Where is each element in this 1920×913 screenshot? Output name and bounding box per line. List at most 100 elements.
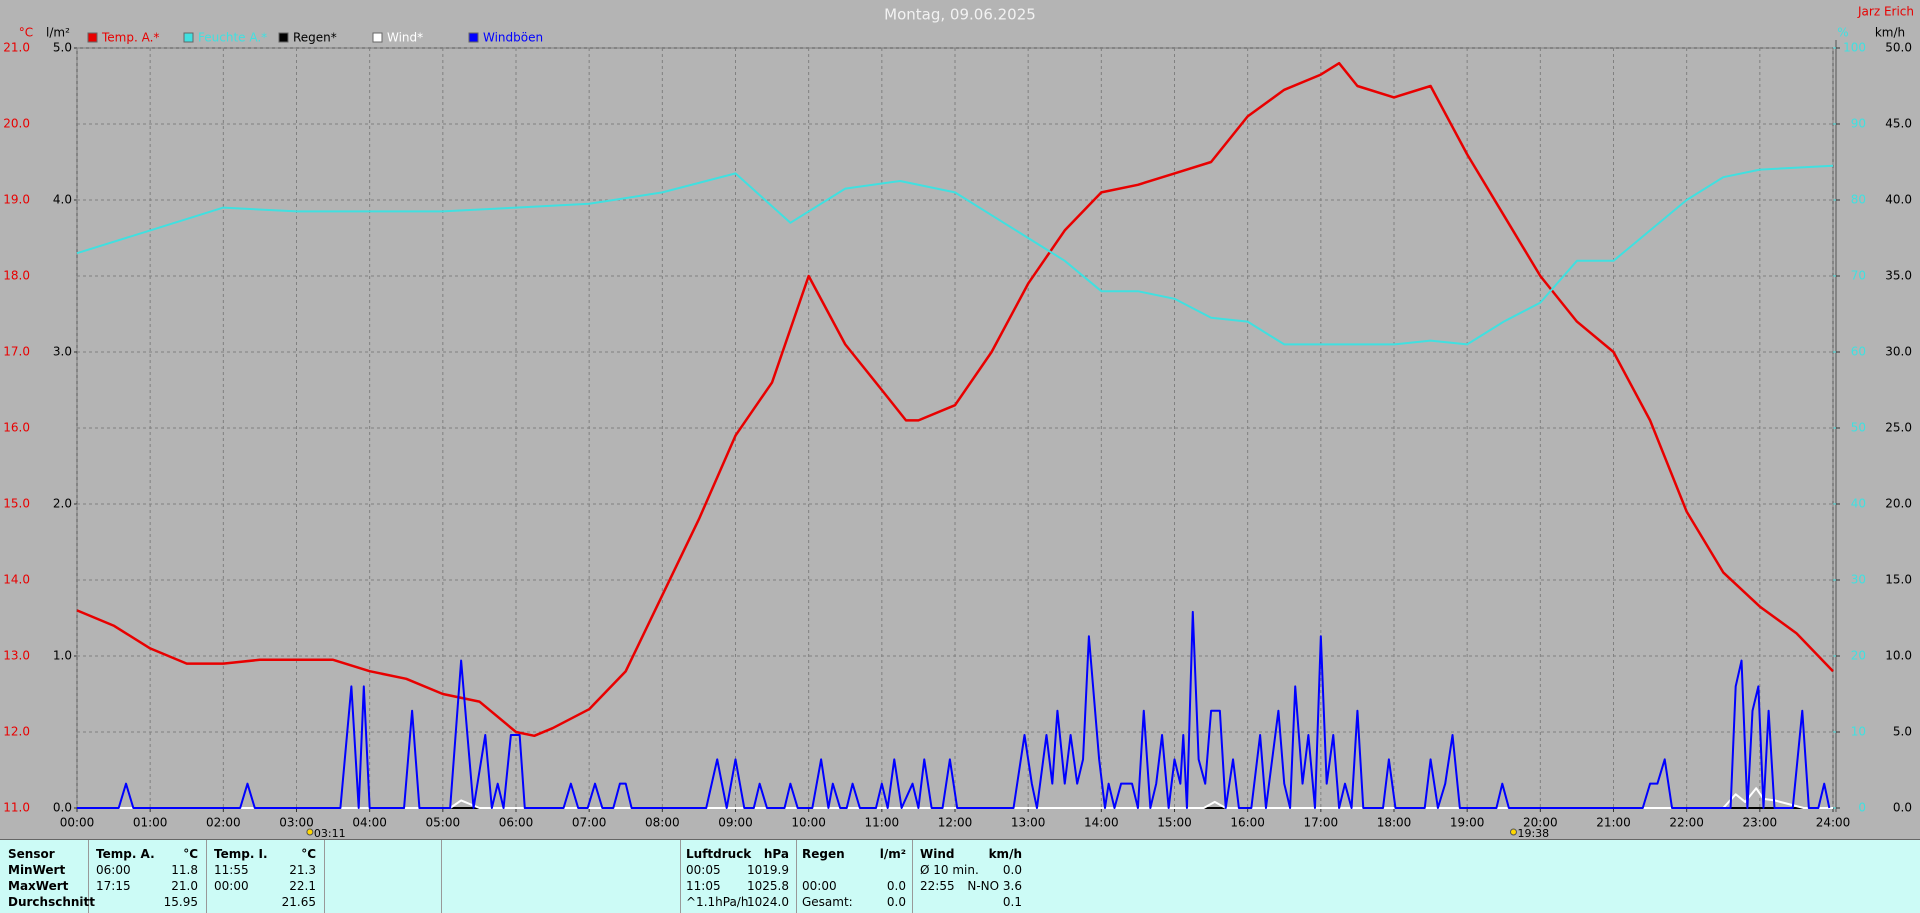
series-line	[76, 61, 1834, 738]
humidity-tick-label: 100	[1843, 41, 1866, 55]
wind-tick-label: 10.0	[1885, 649, 1912, 663]
y-tick-label: 16.0	[3, 421, 30, 435]
rain-tick-label: 4.0	[53, 193, 72, 207]
table-header: l/m²	[879, 847, 906, 861]
table-header: Regen	[802, 847, 845, 861]
legend-label: Windböen	[483, 31, 543, 45]
x-tick-label: 23:00	[1743, 816, 1778, 830]
table-cell: 00:05	[686, 863, 721, 877]
wind-tick-label: 25.0	[1885, 421, 1912, 435]
y-tick-label: 17.0	[3, 345, 30, 359]
legend-label: Wind*	[387, 31, 423, 45]
y-tick-label: 12.0	[3, 725, 30, 739]
wind-tick-label: 5.0	[1893, 725, 1912, 739]
table-cell: 0.0	[886, 879, 906, 893]
x-tick-label: 10:00	[791, 816, 826, 830]
stats-table: Sensor Temp. A. °C Temp. I. °C Luftdruck hPa Re…	[0, 839, 1920, 913]
wind-tick-label: 35.0	[1885, 269, 1912, 283]
x-tick-label: 11:00	[865, 816, 900, 830]
table-cell: ^1.1hPa/h	[686, 895, 749, 909]
table-cell: 0.1	[1002, 895, 1022, 909]
rain-tick-label: 0.0	[53, 801, 72, 815]
y-tick-label: 13.0	[3, 649, 30, 663]
table-cell: Gesamt:	[802, 895, 853, 909]
x-tick-label: 19:00	[1450, 816, 1485, 830]
separator	[441, 840, 442, 913]
legend-swatch	[372, 32, 383, 43]
humidity-tick-label: 50	[1851, 421, 1866, 435]
table-cell: 22:55	[920, 879, 955, 893]
x-tick-label: 08:00	[645, 816, 680, 830]
table-cell: 11:05	[686, 879, 721, 893]
table-cell: 1024.0	[747, 895, 789, 909]
legend-label: Regen*	[293, 31, 337, 45]
separator	[88, 840, 89, 913]
table-cell: N-NO 3.6	[967, 879, 1022, 893]
y-tick-label: 21.0	[3, 41, 30, 55]
wind-tick-label: 20.0	[1885, 497, 1912, 511]
table-cell: Ø 10 min.	[920, 863, 979, 877]
wind-tick-label: 45.0	[1885, 117, 1912, 131]
separator	[796, 840, 797, 913]
x-tick-label: 02:00	[206, 816, 241, 830]
x-tick-label: 07:00	[572, 816, 607, 830]
wind-tick-label: 15.0	[1885, 573, 1912, 587]
wind-tick-label: 0.0	[1893, 801, 1912, 815]
sun-marker	[1509, 828, 1517, 836]
sun-marker-label: 03:11	[314, 827, 346, 839]
series-line	[77, 610, 1831, 809]
table-cell: 21.0	[171, 879, 198, 893]
table-header: °C	[183, 847, 198, 861]
humidity-tick-label: 80	[1851, 193, 1866, 207]
x-tick-label: 18:00	[1377, 816, 1412, 830]
wind-tick-label: 50.0	[1885, 41, 1912, 55]
series-line	[76, 164, 1834, 346]
sun-marker-label: 19:38	[1517, 827, 1549, 839]
rain-tick-label: 2.0	[53, 497, 72, 511]
legend-label: Feuchte A.*	[198, 31, 267, 45]
table-cell: 11.8	[171, 863, 198, 877]
x-tick-label: 17:00	[1304, 816, 1339, 830]
x-tick-label: 06:00	[499, 816, 534, 830]
table-header: Wind	[920, 847, 955, 861]
table-cell: 00:00	[214, 879, 249, 893]
sun-marker	[306, 828, 314, 836]
x-tick-label: 04:00	[352, 816, 387, 830]
table-cell: 11:55	[214, 863, 249, 877]
x-tick-label: 05:00	[426, 816, 461, 830]
x-tick-label: 14:00	[1084, 816, 1119, 830]
humidity-tick-label: 60	[1851, 345, 1866, 359]
separator	[324, 840, 325, 913]
table-cell: 21.65	[281, 895, 316, 909]
humidity-tick-label: 90	[1851, 117, 1866, 131]
x-tick-label: 12:00	[938, 816, 973, 830]
x-tick-label: 01:00	[133, 816, 168, 830]
x-tick-label: 22:00	[1669, 816, 1704, 830]
table-header: Luftdruck	[686, 847, 752, 861]
y-tick-label: 11.0	[3, 801, 30, 815]
legend-swatch	[183, 32, 194, 43]
legend-swatch	[468, 32, 479, 43]
humidity-tick-label: 40	[1851, 497, 1866, 511]
x-tick-label: 20:00	[1523, 816, 1558, 830]
rain-tick-label: 1.0	[53, 649, 72, 663]
humidity-tick-label: 0	[1858, 801, 1866, 815]
author: Jarz Erich	[1857, 5, 1914, 19]
humidity-tick-label: 20	[1851, 649, 1866, 663]
x-tick-label: 16:00	[1230, 816, 1265, 830]
humidity-tick-label: 10	[1851, 725, 1866, 739]
rain-tick-label: 5.0	[53, 41, 72, 55]
wind-unit: km/h	[1875, 26, 1905, 40]
legend-swatch	[87, 32, 98, 43]
rain-unit: l/m²	[46, 26, 70, 40]
y-tick-label: 20.0	[3, 117, 30, 131]
y-tick-label: 15.0	[3, 497, 30, 511]
rain-tick-label: 3.0	[53, 345, 72, 359]
legend-label: Temp. A.*	[101, 31, 159, 45]
table-cell: 0.0	[1002, 863, 1022, 877]
x-tick-label: 24:00	[1816, 816, 1851, 830]
chart: Montag, 09.06.2025 Jarz Erich °C l/m² % …	[3, 5, 1914, 840]
x-tick-label: 00:00	[60, 816, 95, 830]
humidity-tick-label: 70	[1851, 269, 1866, 283]
chart-title: Montag, 09.06.2025	[884, 6, 1036, 24]
